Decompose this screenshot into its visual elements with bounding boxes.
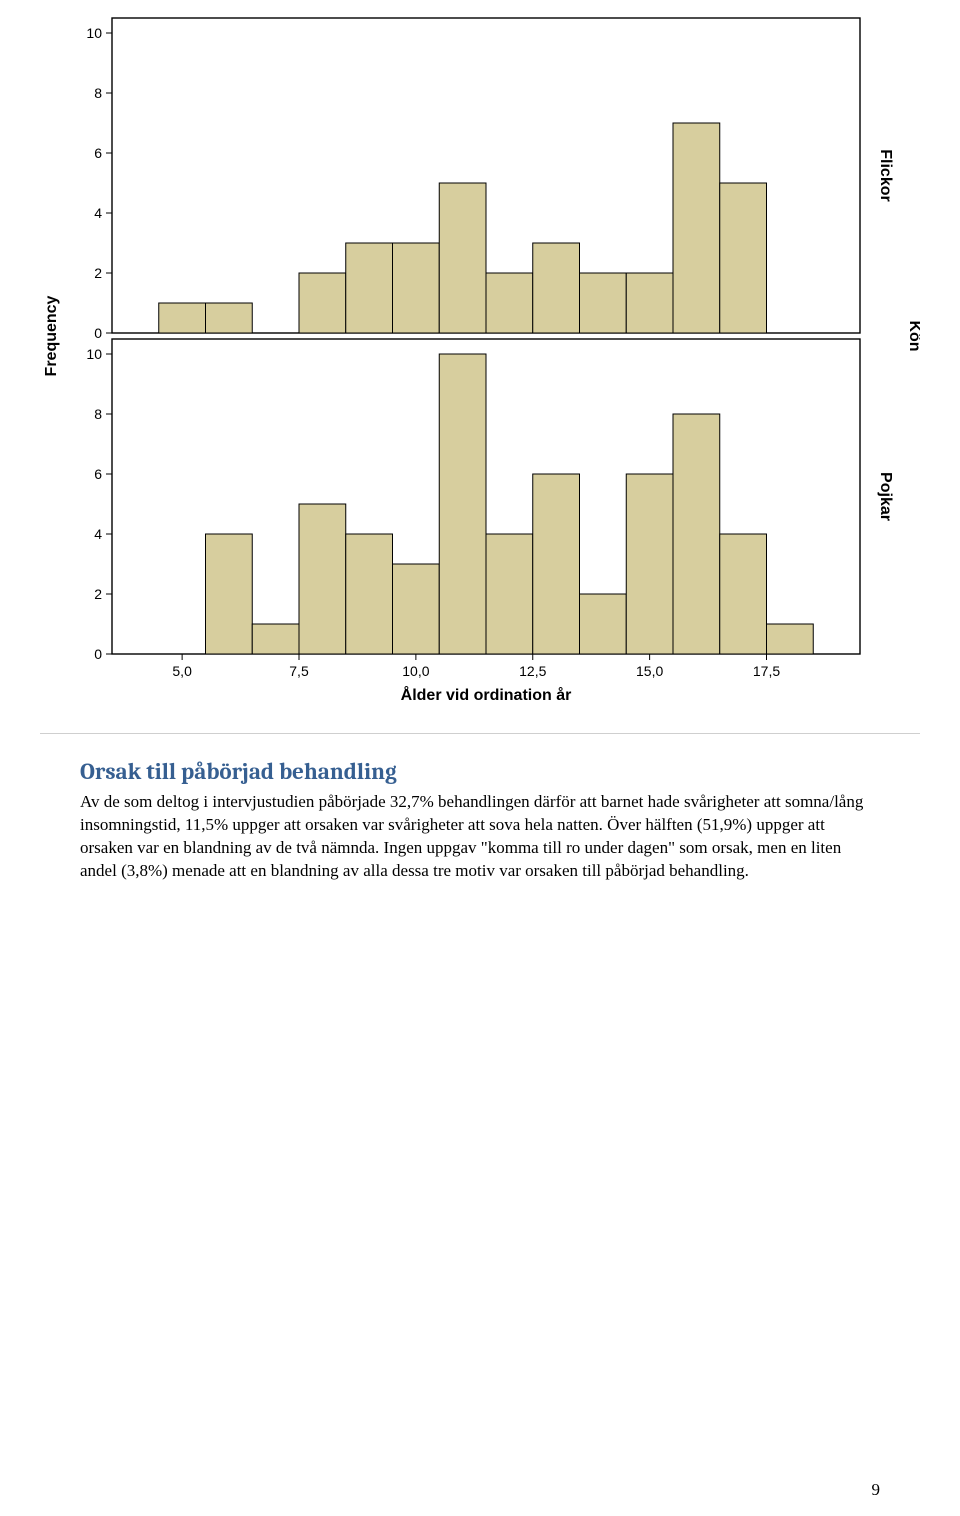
svg-text:12,5: 12,5: [519, 663, 546, 679]
svg-text:8: 8: [94, 85, 102, 101]
svg-text:Frequency: Frequency: [43, 295, 60, 376]
svg-text:6: 6: [94, 145, 102, 161]
section-heading: Orsak till påbörjad behandling: [80, 758, 880, 785]
svg-text:15,0: 15,0: [636, 663, 663, 679]
svg-text:2: 2: [94, 265, 102, 281]
svg-text:Kön: Kön: [906, 320, 920, 351]
svg-text:5,0: 5,0: [172, 663, 192, 679]
body-paragraph: Av de som deltog i intervjustudien påbör…: [80, 791, 880, 883]
svg-text:10: 10: [86, 346, 102, 362]
page-root: Frequency Kön 0 2 4 6 8 10 Flickor 0 2 4 6 8 10 Pojkar 5…: [0, 0, 960, 883]
svg-text:Ålder vid ordination år: Ålder vid ordination år: [401, 685, 572, 704]
svg-text:Flickor: Flickor: [877, 149, 894, 201]
svg-text:0: 0: [94, 646, 102, 662]
svg-text:Pojkar: Pojkar: [877, 472, 894, 521]
svg-text:2: 2: [94, 586, 102, 602]
histogram-chart: Frequency Kön 0 2 4 6 8 10 Flickor 0 2 4 6 8 10 Pojkar 5…: [40, 10, 920, 710]
svg-text:10,0: 10,0: [402, 663, 429, 679]
svg-text:17,5: 17,5: [753, 663, 780, 679]
divider: [40, 733, 920, 734]
svg-text:8: 8: [94, 406, 102, 422]
svg-text:0: 0: [94, 325, 102, 341]
svg-text:10: 10: [86, 25, 102, 41]
chart-container: Frequency Kön 0 2 4 6 8 10 Flickor 0 2 4 6 8 10 Pojkar 5…: [0, 0, 960, 715]
svg-text:7,5: 7,5: [289, 663, 309, 679]
svg-text:4: 4: [94, 205, 102, 221]
svg-text:6: 6: [94, 466, 102, 482]
heading-block: Orsak till påbörjad behandling: [0, 738, 960, 785]
page-number: 9: [872, 1480, 881, 1500]
svg-text:4: 4: [94, 526, 102, 542]
